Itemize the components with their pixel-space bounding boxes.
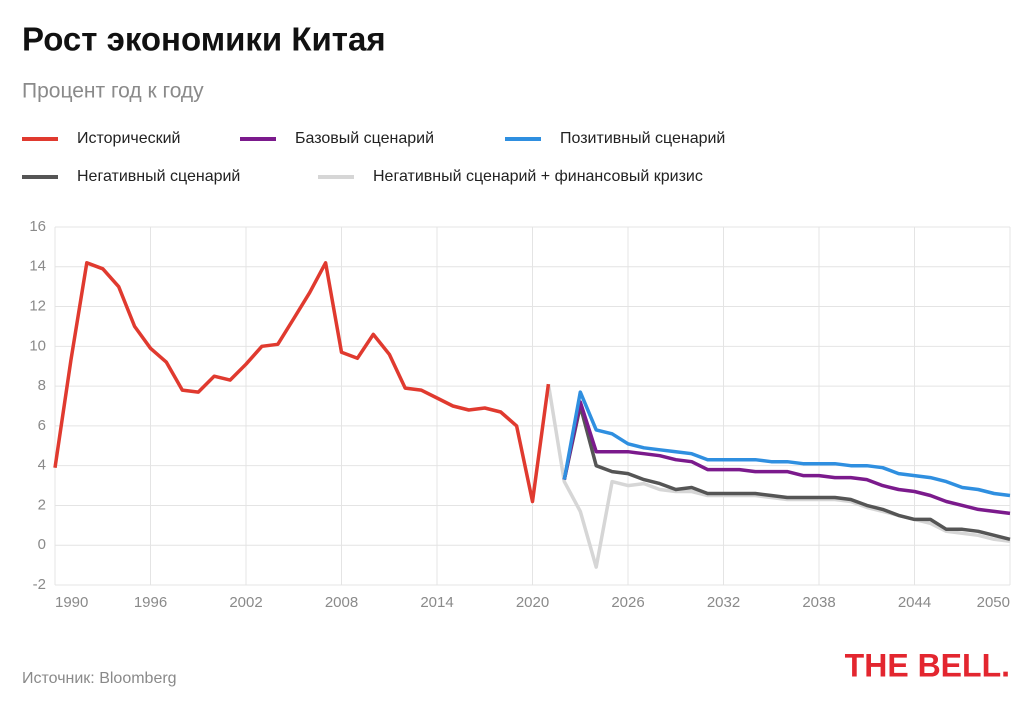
y-tick-label: 8 [38,377,46,394]
series-line [53,261,551,504]
y-tick-label: 4 [38,457,46,474]
legend-label: Исторический [77,130,181,147]
chart-title: Рост экономики Китая [22,21,386,58]
x-tick-label: 2044 [898,594,931,611]
x-tick-label: 2002 [229,594,262,611]
x-tick-label: 2038 [802,594,835,611]
y-tick-label: 2 [38,496,46,513]
x-tick-label: 2032 [707,594,740,611]
series-line [562,404,1011,541]
legend-label: Базовый сценарий [295,130,434,147]
x-tick-label: 2020 [516,594,549,611]
legend-label: Негативный сценарий + финансовый кризис [373,168,703,185]
y-tick-label: 0 [38,536,46,553]
y-tick-label: 16 [29,218,46,235]
series-line [562,390,1011,498]
logo: THE BELL. [845,647,1010,683]
x-tick-label: 1996 [134,594,167,611]
y-tick-label: 6 [38,417,46,434]
y-tick-label: 12 [29,298,46,315]
legend-label: Негативный сценарий [77,168,240,185]
y-tick-label: 10 [29,337,46,354]
x-tick-label: 1990 [55,594,88,611]
series-line [546,383,1011,569]
x-tick-label: 2026 [611,594,644,611]
x-tick-label: 2050 [977,594,1010,611]
x-tick-label: 2008 [325,594,358,611]
y-tick-label: -2 [33,576,46,593]
source: Источник: Bloomberg [22,670,177,687]
y-tick-label: 14 [29,258,46,275]
legend-label: Позитивный сценарий [560,130,725,147]
chart-subtitle: Процент год к году [22,80,204,103]
series-line [562,400,1011,516]
x-tick-label: 2014 [420,594,453,611]
